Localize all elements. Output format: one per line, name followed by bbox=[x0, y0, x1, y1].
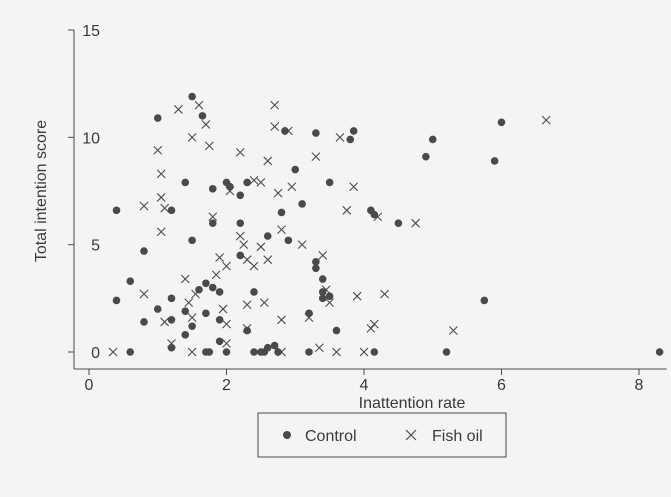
control-point bbox=[202, 310, 210, 318]
control-point bbox=[346, 136, 354, 144]
control-point bbox=[422, 153, 430, 161]
control-point bbox=[113, 207, 121, 215]
control-point bbox=[429, 136, 437, 144]
control-point bbox=[188, 93, 196, 101]
control-point bbox=[181, 179, 189, 187]
control-point bbox=[250, 288, 258, 296]
control-point bbox=[126, 348, 134, 356]
y-tick-label: 15 bbox=[82, 23, 100, 40]
control-point bbox=[168, 316, 176, 324]
control-point bbox=[216, 337, 224, 345]
control-point bbox=[168, 344, 176, 352]
control-point bbox=[333, 327, 341, 335]
y-tick-label: 0 bbox=[91, 345, 100, 362]
x-axis-title: Inattention rate bbox=[359, 395, 466, 412]
control-point bbox=[181, 331, 189, 339]
legend-fish-oil-label: Fish oil bbox=[432, 428, 483, 445]
control-point bbox=[285, 237, 293, 245]
control-point bbox=[443, 348, 451, 356]
legend-control-label: Control bbox=[305, 428, 357, 445]
control-point bbox=[236, 252, 244, 260]
control-point bbox=[209, 219, 217, 227]
x-tick-label: 8 bbox=[635, 377, 644, 394]
control-point bbox=[395, 219, 403, 227]
control-point bbox=[312, 129, 320, 137]
control-point bbox=[226, 183, 234, 191]
control-point bbox=[312, 264, 320, 272]
control-point bbox=[371, 348, 379, 356]
control-point bbox=[264, 232, 272, 240]
control-point bbox=[319, 295, 327, 303]
control-point bbox=[206, 348, 214, 356]
control-point bbox=[168, 207, 176, 215]
control-point bbox=[126, 277, 134, 285]
control-point bbox=[188, 237, 196, 245]
legend-control-marker bbox=[283, 431, 291, 439]
control-point bbox=[216, 316, 224, 324]
control-point bbox=[154, 305, 162, 313]
x-tick-label: 4 bbox=[360, 377, 369, 394]
control-point bbox=[113, 297, 121, 305]
control-point bbox=[216, 288, 224, 296]
control-point bbox=[236, 219, 244, 227]
control-point bbox=[140, 247, 148, 255]
x-tick-label: 6 bbox=[497, 377, 506, 394]
control-point bbox=[319, 275, 327, 283]
control-point bbox=[491, 157, 499, 165]
control-point bbox=[291, 166, 299, 174]
y-axis-title: Total intention score bbox=[33, 120, 50, 262]
control-point bbox=[188, 322, 196, 330]
control-point bbox=[243, 179, 251, 187]
control-point bbox=[168, 295, 176, 303]
control-point bbox=[250, 348, 258, 356]
y-tick-label: 5 bbox=[91, 238, 100, 255]
control-point bbox=[264, 344, 272, 352]
control-point bbox=[202, 280, 210, 288]
control-point bbox=[481, 297, 489, 305]
x-tick-label: 2 bbox=[222, 377, 231, 394]
control-point bbox=[498, 119, 506, 127]
control-point bbox=[305, 310, 313, 318]
control-point bbox=[209, 185, 217, 193]
control-point bbox=[209, 284, 217, 292]
control-point bbox=[195, 286, 203, 294]
control-point bbox=[236, 191, 244, 199]
control-point bbox=[350, 127, 358, 135]
control-point bbox=[656, 348, 664, 356]
control-point bbox=[298, 200, 306, 208]
control-point bbox=[154, 114, 162, 122]
control-point bbox=[278, 209, 286, 217]
control-point bbox=[199, 112, 207, 120]
y-tick-label: 10 bbox=[82, 130, 100, 147]
control-point bbox=[305, 348, 313, 356]
control-point bbox=[223, 348, 231, 356]
control-point bbox=[326, 179, 334, 187]
x-tick-label: 0 bbox=[85, 377, 94, 394]
control-point bbox=[140, 318, 148, 326]
